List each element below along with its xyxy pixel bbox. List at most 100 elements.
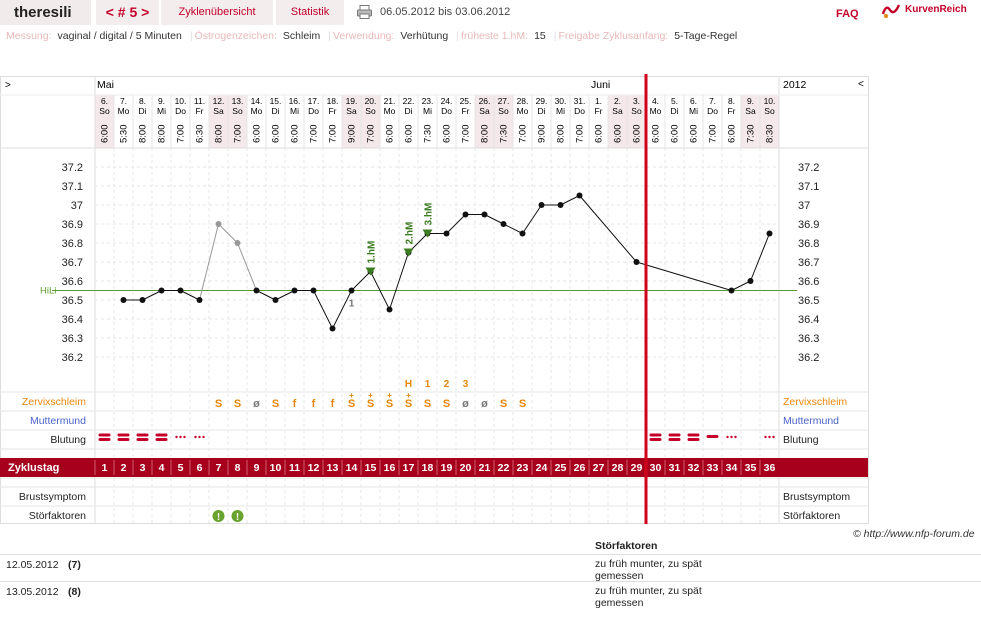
mucus-symbol: f [293,398,297,410]
bleeding-heavy-mark [668,438,681,441]
day-date-label: 19. [346,96,358,106]
statistics-link[interactable]: Statistik [276,0,345,25]
faq-link[interactable]: FAQ [836,8,859,20]
temperature-point [462,211,469,218]
weekend-shade [608,95,627,148]
bleeding-light-mark [202,435,205,439]
day-weekday-label: Do [308,106,319,116]
day-date-label: 31. [574,96,586,106]
day-date-label: 17. [308,96,320,106]
measure-time-label: 7:00 [176,125,187,144]
y-tick-label-right: 36.5 [798,295,819,307]
cycle-day-number: 8 [235,462,241,474]
top-navigation-bar: theresili < # 5 > Zyklenübersicht Statis… [0,0,981,25]
bleeding-heavy-mark [136,438,149,441]
day-weekday-label: Mo [118,106,130,116]
disturbance-icon [212,510,225,522]
mucus-symbol: S [272,398,279,410]
day-date-label: 28. [517,96,529,106]
setting-label: Verwendung: [333,30,395,42]
day-weekday-label: Di [670,106,678,116]
measure-time-label: 9:00 [537,125,548,144]
cycle-day-number: 27 [593,462,605,474]
y-tick-label-left: 37 [71,200,83,212]
temperature-point [120,297,127,303]
day-weekday-label: Mi [689,106,698,116]
bleeding-heavy-mark [136,433,149,437]
cycle-overview-link[interactable]: Zyklenübersicht [161,0,274,25]
day-weekday-label: Di [404,106,412,116]
day-date-label: 2. [614,96,621,106]
mucus-symbol: S [405,398,412,410]
higher-measurement-marker [365,267,376,276]
cycle-day-number: 15 [365,462,377,474]
cycle-navigator[interactable]: < # 5 > [96,0,160,25]
disturbance-day-number: (8) [68,586,81,598]
chart-frame [0,76,869,524]
temperature-line-segment [275,290,295,301]
temperature-point [747,278,754,284]
mucus-symbol: ø [253,398,260,410]
cycle-day-number: 19 [441,462,453,474]
cycle-day-number: 30 [650,462,662,474]
measure-time-label: 6:00 [632,125,643,144]
measure-time-label: 7:00 [309,125,320,144]
mucus-symbol: f [312,398,316,410]
cycle-day-number: 16 [384,462,396,474]
setting-value: Verhütung [400,30,449,42]
mucus-symbol: S [367,398,374,410]
mucus-peak-label: 2 [444,379,450,390]
day-weekday-label: Do [175,106,186,116]
day-weekday-label: Mo [517,106,529,116]
day-date-label: 7. [709,96,716,106]
print-icon[interactable] [357,5,372,19]
setting-value: 15 [534,30,546,42]
higher-measurement-marker [403,248,414,257]
row-label-bleeding: Blutung [50,434,86,446]
bleeding-heavy-mark [687,438,700,441]
temperature-line-segment [351,271,371,291]
mucus-symbol: S [443,398,450,410]
cycle-day-number: 29 [631,462,643,474]
weekend-shade [475,95,494,148]
cycle-day-number: 4 [159,462,165,474]
temperature-point [177,287,184,294]
temperature-point [158,287,165,294]
y-tick-label-right: 36.7 [798,257,819,269]
kurvenreich-logo[interactable]: KurvenReich [881,2,981,22]
day-weekday-label: Mi [423,106,432,116]
bleeding-heavy-mark [155,438,168,441]
temperature-line-segment [484,214,504,225]
cycle-day-number: 17 [403,462,415,474]
bleeding-light-mark [179,435,182,439]
cycle-day-number: 24 [536,462,548,474]
weekend-shade [494,95,513,148]
day-weekday-label: Di [271,106,279,116]
day-weekday-label: Fr [328,106,336,116]
measure-time-label: 5:30 [119,125,130,144]
day-weekday-label: Di [138,106,146,116]
nav-prev-arrow: > [5,80,11,91]
bleeding-light-mark [183,435,186,439]
measure-time-label: 7:00 [461,125,472,144]
bleeding-heavy-mark [649,438,662,441]
measure-time-label: 6:00 [100,125,111,144]
day-weekday-label: Mi [556,106,565,116]
measure-time-label: 6:00 [252,125,263,144]
temperature-point [348,287,355,294]
measure-time-label: 7:00 [708,125,719,144]
weekend-shade [627,95,646,148]
temperature-point [291,287,298,294]
day-date-label: 20. [365,96,377,106]
measure-time-label: 6:00 [271,125,282,144]
measure-time-label: 6:00 [651,125,662,144]
y-tick-label-left: 36.7 [62,257,83,269]
copyright-credit: © http://www.nfp-forum.de [853,528,975,540]
cycle-day-label: Zyklustag [8,462,59,474]
weekend-shade [741,95,760,148]
disturbance-text: zu früh munter, zu spät gemessen [595,558,702,582]
day-weekday-label: So [365,106,376,116]
temperature-line-segment [389,252,409,310]
measure-time-label: 6:00 [594,125,605,144]
y-tick-label-right: 36.8 [798,238,819,250]
